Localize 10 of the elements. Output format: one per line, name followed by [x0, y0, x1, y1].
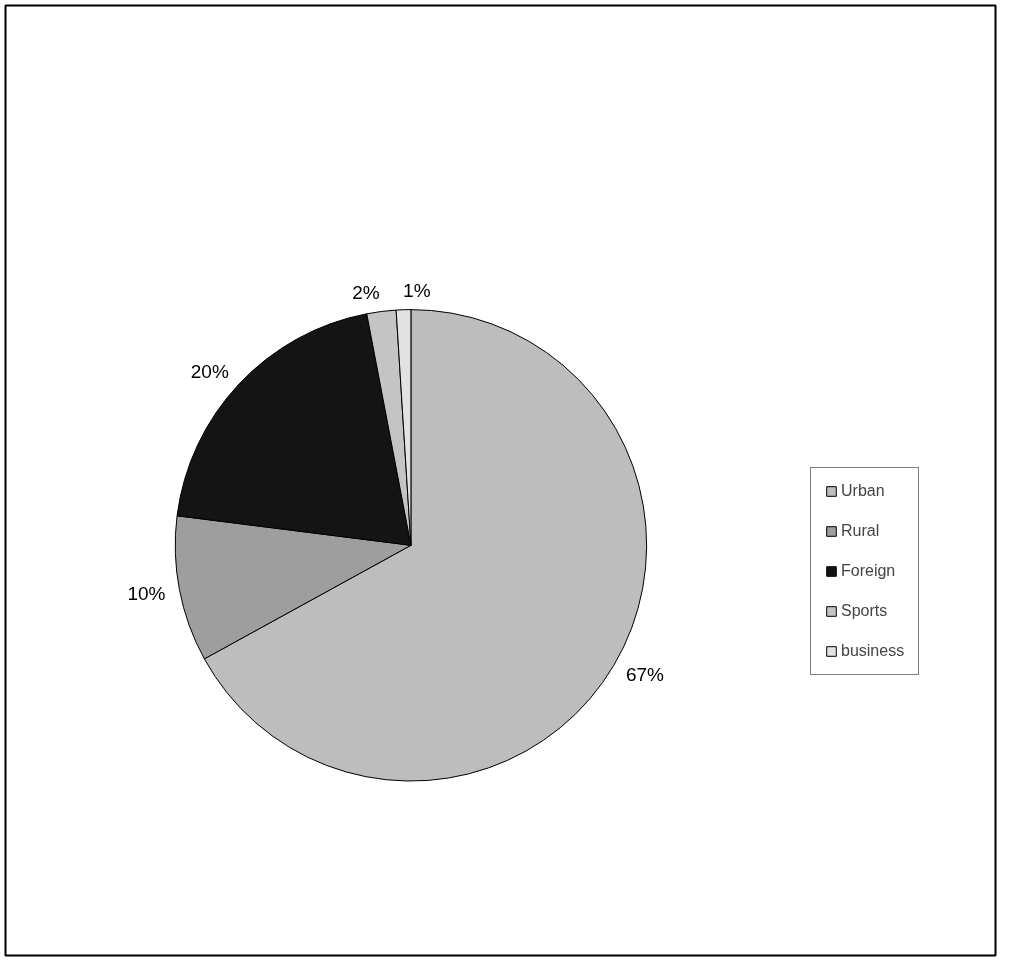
legend-label: Rural — [841, 522, 880, 540]
data-label: 20% — [190, 360, 229, 382]
data-label: 2% — [352, 282, 380, 304]
data-label: 1% — [403, 280, 431, 302]
data-label: 10% — [127, 582, 166, 604]
legend-label: business — [841, 642, 905, 660]
legend-label: Foreign — [841, 562, 896, 580]
legend-label: Sports — [841, 602, 888, 620]
legend-label: Urban — [841, 482, 885, 500]
data-label: 67% — [625, 664, 665, 686]
